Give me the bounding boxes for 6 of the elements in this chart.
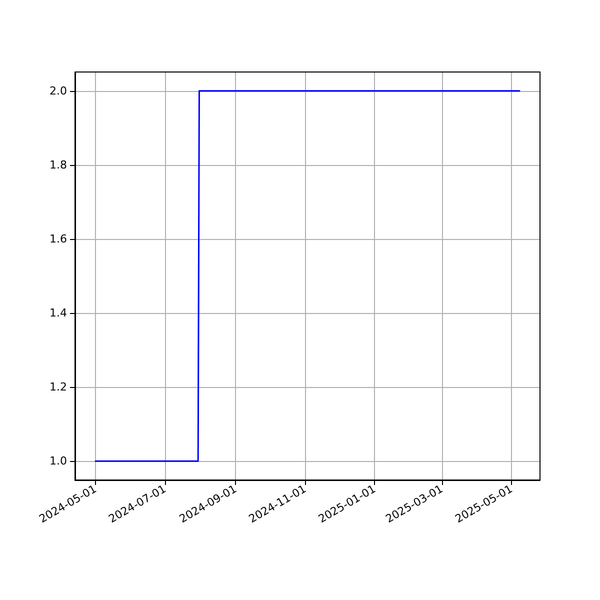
y-tick-label: 1.6 [50, 232, 67, 246]
y-tick-label: 1.2 [50, 380, 67, 394]
y-tick-label: 1.0 [50, 454, 67, 468]
y-tick-label: 2.0 [50, 84, 67, 98]
y-tick-label: 1.4 [50, 306, 67, 320]
y-tick-label: 1.8 [50, 158, 67, 172]
